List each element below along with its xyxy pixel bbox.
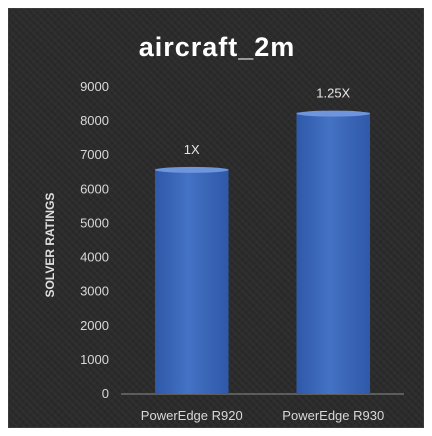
bar — [154, 168, 229, 394]
data-label: 1.25X — [316, 86, 350, 101]
bar-top-highlight — [154, 166, 229, 173]
y-axis-title: SOLVER RATINGS — [43, 193, 57, 298]
y-tick-label: 5000 — [80, 215, 109, 230]
y-tick-label: 4000 — [80, 250, 109, 265]
bars: 1X PowerEdge R920 1.25X PowerEdge R930 — [141, 86, 384, 423]
chart-title: aircraft_2m — [139, 32, 296, 62]
y-axis: 0 1000 2000 3000 4000 5000 6000 7000 8000 9000 — [80, 79, 404, 401]
x-category-label: PowerEdge R920 — [141, 408, 243, 423]
bar-top-highlight — [296, 110, 371, 117]
y-tick-label: 3000 — [80, 284, 109, 299]
y-tick-label: 7000 — [80, 147, 109, 162]
data-label: 1X — [184, 142, 200, 157]
y-tick-label: 8000 — [80, 113, 109, 128]
x-category-label: PowerEdge R930 — [282, 408, 384, 423]
y-tick-label: 6000 — [80, 181, 109, 196]
y-tick-label: 1000 — [80, 352, 109, 367]
y-tick-label: 0 — [102, 386, 109, 401]
bar-chart: aircraft_2m SOLVER RATINGS 0 1000 2000 3000… — [43, 32, 404, 423]
y-tick-label: 2000 — [80, 318, 109, 333]
bar — [296, 112, 371, 394]
chart-panel: aircraft_2m SOLVER RATINGS 0 1000 2000 3000… — [8, 8, 424, 428]
y-tick-label: 9000 — [80, 79, 109, 94]
